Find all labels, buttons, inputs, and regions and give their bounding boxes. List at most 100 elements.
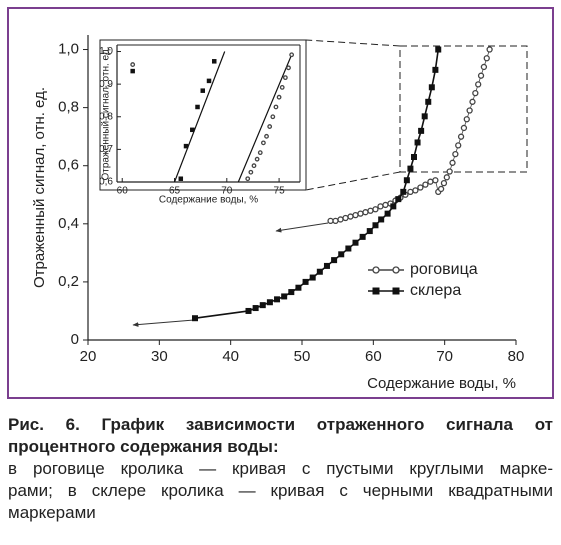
y-tick-label: 0,8 (58, 99, 79, 116)
marker (264, 133, 269, 139)
x-tick-label: 20 (80, 348, 97, 365)
x-axis-label: Содержание воды, % (159, 195, 258, 206)
x-tick-label: 80 (508, 348, 525, 365)
legend-label: склера (410, 282, 461, 299)
series-line (330, 49, 490, 222)
marker (372, 222, 379, 229)
legend-marker (392, 287, 400, 295)
marker (418, 127, 425, 134)
marker (477, 72, 485, 79)
marker (266, 299, 273, 306)
marker (455, 142, 462, 149)
marker (372, 206, 379, 213)
marker (395, 196, 402, 203)
legend-marker (372, 287, 380, 295)
marker (414, 139, 421, 146)
marker (366, 228, 373, 235)
marker (274, 296, 281, 303)
marker (382, 201, 389, 209)
marker (352, 211, 359, 219)
y-tick-label: 1,0 (58, 40, 79, 57)
marker (377, 203, 384, 210)
figure: 20 30 40 50 60 70 80 0 0,2 0,4 0,6 0,8 1,0 Содержание… (7, 7, 554, 399)
marker (390, 203, 397, 210)
marker (449, 159, 456, 166)
marker (425, 98, 432, 105)
caption-line: маркерами (8, 503, 96, 522)
marker (486, 46, 493, 53)
x-tick-label: 70 (221, 186, 233, 197)
marker (338, 251, 345, 258)
marker (407, 165, 414, 172)
marker (316, 268, 323, 275)
zoom-line (305, 171, 401, 191)
zoom-box (399, 45, 528, 173)
marker (257, 150, 263, 156)
y-tick-label: 0,8 (99, 111, 113, 122)
x-tick-label: 50 (294, 348, 311, 365)
y-tick-label: 1,0 (99, 46, 113, 57)
marker (276, 94, 282, 100)
marker (359, 233, 366, 240)
marker (279, 85, 285, 90)
legend-marker (392, 266, 400, 274)
marker (400, 188, 407, 195)
marker (446, 168, 453, 175)
arrow (132, 319, 195, 327)
marker (480, 63, 488, 71)
marker (460, 124, 468, 132)
marker (410, 154, 417, 160)
x-tick-label: 70 (436, 348, 453, 365)
x-tick-label: 65 (169, 186, 181, 197)
arrow (275, 222, 329, 233)
fit-line (173, 51, 226, 183)
marker (435, 46, 442, 53)
marker (352, 239, 359, 246)
marker (472, 89, 479, 97)
caption-line: процентного содержания воды: (8, 437, 279, 456)
marker (178, 176, 184, 181)
marker (469, 98, 476, 105)
y-tick-label: 0,6 (58, 157, 79, 174)
caption-line: в роговице кролика — кривая с пустыми кр… (8, 459, 553, 478)
y-axis-label: Отраженный сигнал, отн. ед. (31, 87, 48, 288)
marker (323, 262, 330, 269)
marker (428, 84, 435, 91)
marker (183, 143, 189, 149)
y-tick-label: 0,9 (99, 79, 113, 90)
marker (437, 185, 445, 193)
marker (452, 150, 459, 158)
marker (466, 107, 473, 114)
marker (289, 52, 295, 58)
marker (475, 81, 482, 88)
marker (345, 245, 352, 252)
marker (254, 156, 260, 162)
marker (195, 104, 200, 110)
marker (130, 62, 136, 67)
marker (443, 174, 450, 181)
caption-line: Рис. 6. График зависимости отраженного с… (8, 415, 553, 434)
marker (421, 113, 428, 120)
marker (427, 178, 434, 185)
x-tick-label: 60 (117, 186, 129, 197)
fit-line (237, 54, 293, 183)
y-tick-label: 0,4 (58, 215, 79, 232)
marker (267, 124, 273, 129)
legend-marker (372, 266, 380, 274)
marker (407, 188, 414, 196)
marker (483, 55, 490, 62)
marker (212, 59, 217, 64)
y-tick-label: 0,7 (99, 144, 113, 155)
y-tick-label: 0,6 (99, 177, 113, 188)
marker (384, 210, 391, 217)
marker (357, 210, 364, 217)
marker (295, 284, 302, 291)
marker (190, 127, 195, 133)
marker (417, 184, 424, 191)
marker (281, 293, 288, 300)
inset-frame (99, 39, 307, 191)
marker (282, 75, 288, 81)
marker (412, 187, 419, 194)
marker (273, 104, 279, 110)
